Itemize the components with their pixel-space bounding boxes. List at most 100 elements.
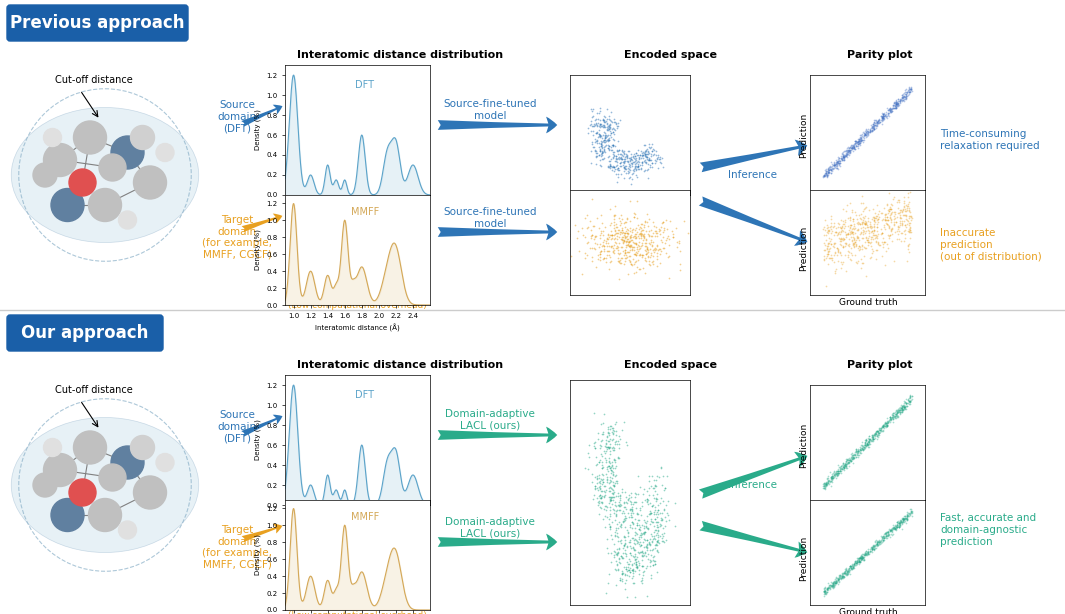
Point xyxy=(846,142,863,152)
Point xyxy=(842,247,859,257)
Point xyxy=(824,580,841,589)
Point xyxy=(826,578,843,588)
Point xyxy=(625,508,642,518)
Point xyxy=(887,99,904,109)
Point xyxy=(839,142,856,152)
Point xyxy=(599,472,616,481)
Point xyxy=(869,200,886,210)
Point xyxy=(595,418,612,428)
Point xyxy=(593,146,610,156)
Point xyxy=(642,573,659,583)
Point xyxy=(854,192,871,201)
Point xyxy=(889,407,906,417)
Point xyxy=(876,529,894,538)
Point xyxy=(841,222,858,231)
Point xyxy=(851,134,868,144)
Point xyxy=(874,421,891,430)
Point xyxy=(643,536,660,546)
Point xyxy=(624,519,641,529)
Point xyxy=(825,160,842,170)
Point xyxy=(591,130,608,140)
Point xyxy=(627,155,644,165)
Point xyxy=(617,248,634,258)
Point xyxy=(896,216,913,226)
Point xyxy=(652,152,669,162)
Point xyxy=(634,148,651,158)
Point xyxy=(611,491,628,501)
Point xyxy=(859,126,876,136)
Point xyxy=(828,578,845,588)
Point xyxy=(854,198,871,208)
Point xyxy=(645,531,662,541)
Point xyxy=(653,513,670,523)
Point xyxy=(840,566,857,576)
Point xyxy=(875,220,892,230)
Text: MMFF: MMFF xyxy=(350,207,379,217)
Point xyxy=(643,500,660,510)
Point xyxy=(593,492,610,502)
Point xyxy=(652,244,669,254)
Point xyxy=(644,150,661,160)
Point xyxy=(602,495,619,505)
Point xyxy=(600,135,617,145)
Point xyxy=(604,435,621,445)
Point xyxy=(594,114,611,124)
Point xyxy=(838,229,855,239)
Point xyxy=(872,208,889,217)
Point xyxy=(626,556,643,565)
Point xyxy=(654,496,671,506)
Point xyxy=(852,138,869,147)
Point xyxy=(897,91,914,101)
Point xyxy=(595,142,612,152)
Point xyxy=(648,157,665,166)
Point xyxy=(902,84,919,93)
Point xyxy=(862,546,879,556)
Point xyxy=(900,201,917,211)
Point xyxy=(873,426,890,436)
Point xyxy=(879,530,896,540)
Point xyxy=(836,152,853,161)
Point xyxy=(633,510,650,520)
Point xyxy=(639,209,656,219)
Point xyxy=(639,516,656,526)
Point xyxy=(624,505,641,515)
Point xyxy=(633,223,650,233)
Point xyxy=(816,230,833,240)
Point xyxy=(617,538,634,548)
Point xyxy=(873,532,890,542)
Point xyxy=(609,437,626,446)
Point xyxy=(901,225,918,235)
Point xyxy=(633,540,650,550)
Point xyxy=(624,231,641,241)
Point xyxy=(862,241,879,251)
Point xyxy=(854,552,871,562)
Point xyxy=(822,476,839,486)
Point xyxy=(621,565,638,575)
Point xyxy=(892,517,910,527)
Point xyxy=(896,201,913,211)
Point xyxy=(828,578,845,588)
Point xyxy=(627,233,644,243)
Point xyxy=(825,472,842,482)
Point xyxy=(869,115,886,125)
Point xyxy=(629,231,646,241)
Point xyxy=(864,222,881,232)
Point xyxy=(842,228,859,238)
Point xyxy=(866,120,883,130)
Point xyxy=(588,152,605,162)
Point xyxy=(600,466,617,476)
Point xyxy=(849,258,866,268)
Point xyxy=(821,167,838,177)
Point xyxy=(894,405,911,414)
Text: Domain-adaptive
LACL (ours): Domain-adaptive LACL (ours) xyxy=(445,517,535,539)
Point xyxy=(900,87,917,97)
Point xyxy=(883,523,900,532)
Point xyxy=(602,257,619,267)
Point xyxy=(604,241,621,251)
Point xyxy=(597,136,615,146)
Point xyxy=(648,222,665,231)
Point xyxy=(595,244,612,254)
Point xyxy=(857,225,874,235)
Point xyxy=(903,507,920,516)
Point xyxy=(821,478,838,488)
